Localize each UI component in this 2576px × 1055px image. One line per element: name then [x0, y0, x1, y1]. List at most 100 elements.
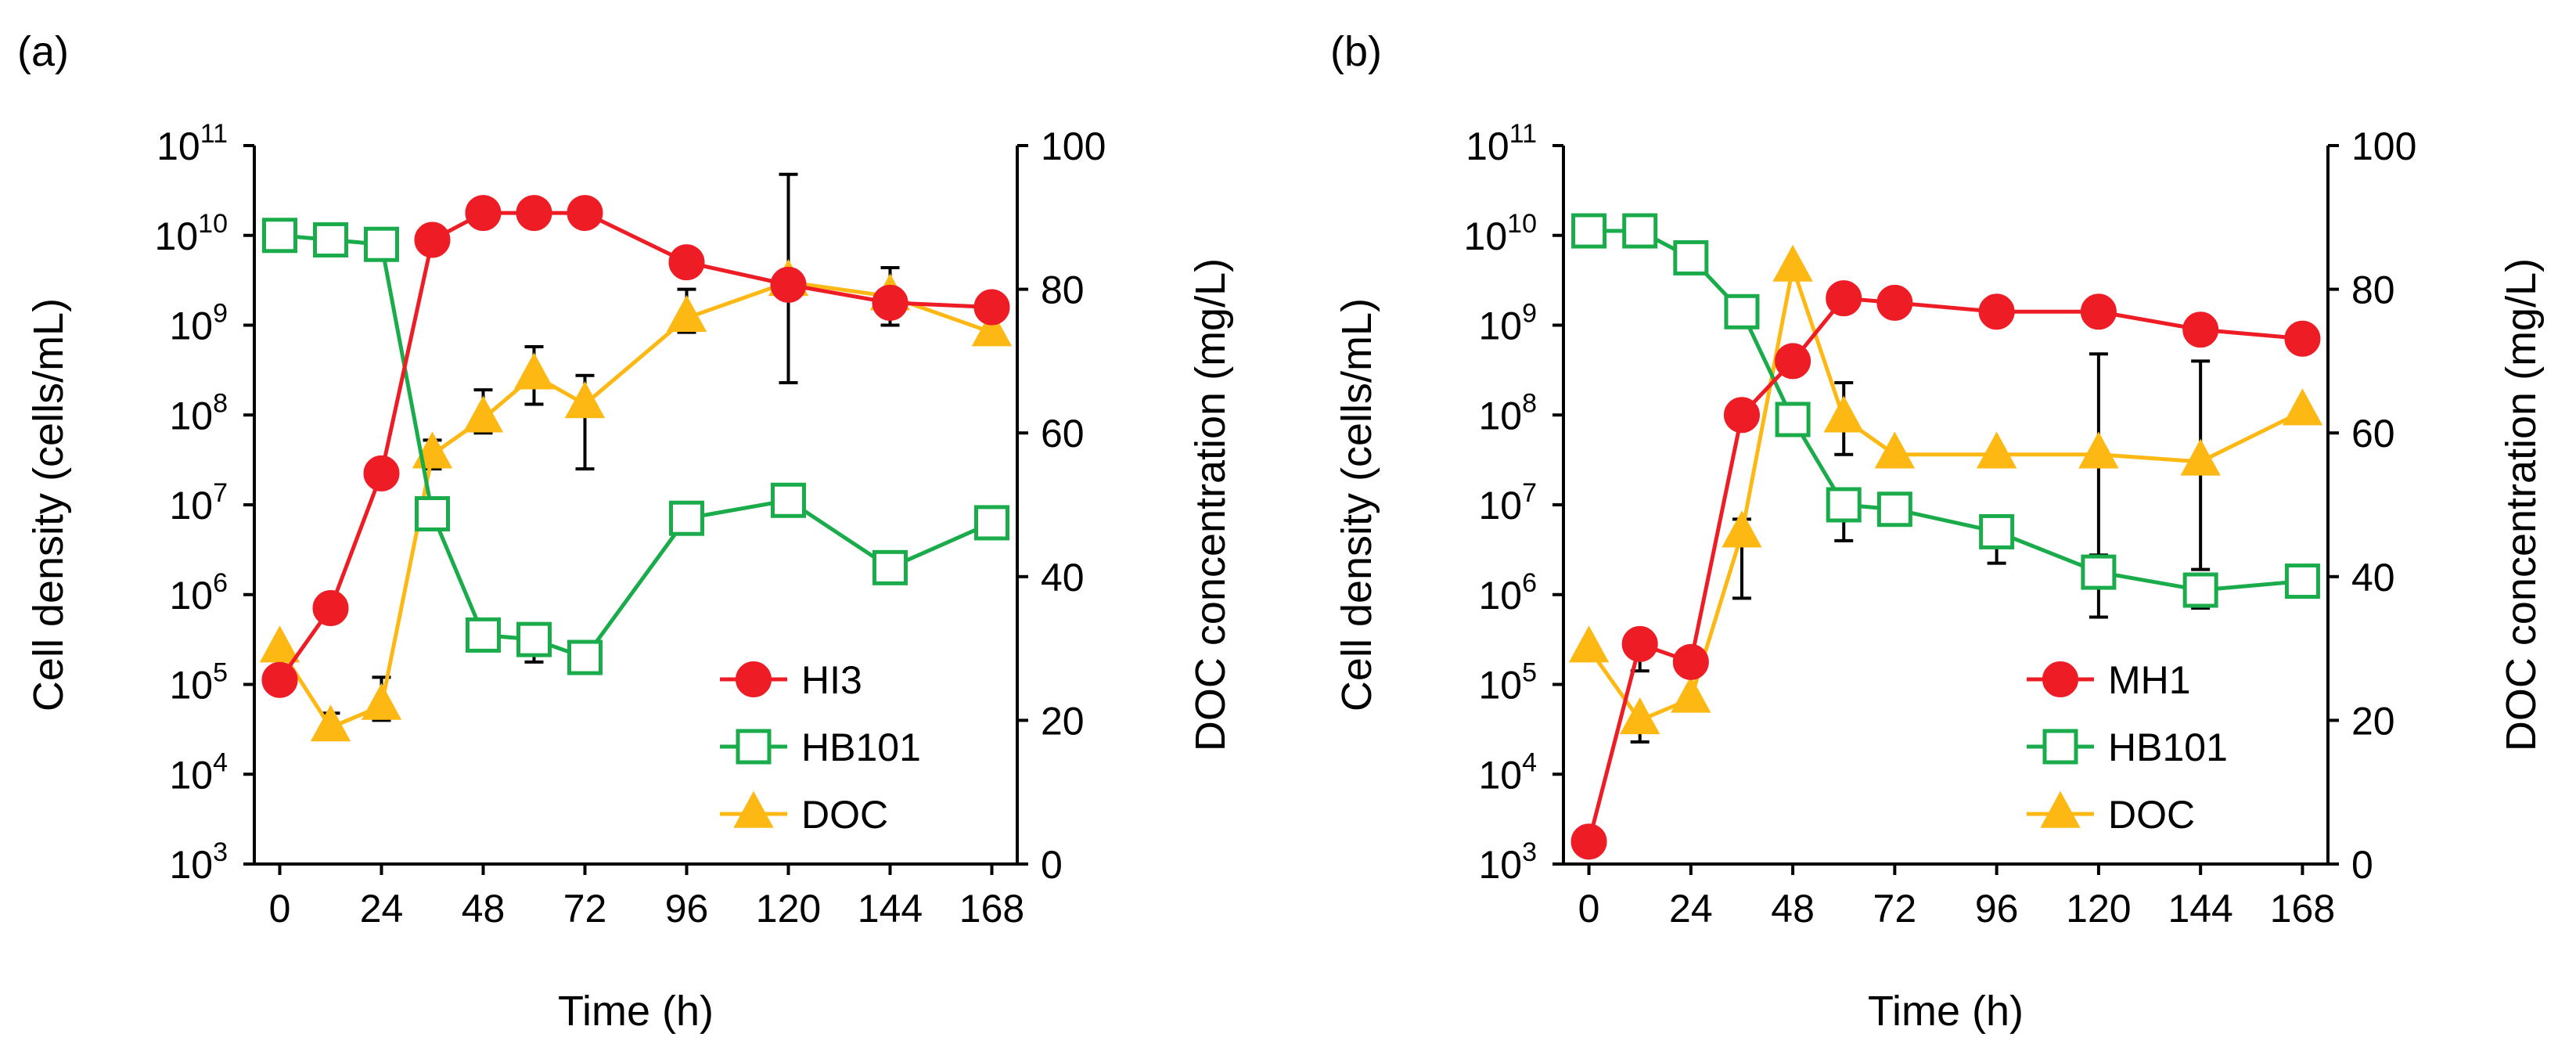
y-left-tick-base: 10 [1478, 304, 1522, 348]
data-point-doc [361, 682, 402, 720]
data-point-hb101 [516, 621, 552, 657]
data-point-mh1 [2284, 320, 2321, 357]
legend-label: DOC [2108, 793, 2195, 837]
y-left-tick-power: 7 [213, 478, 228, 508]
legend-swatch-marker [2042, 661, 2078, 697]
y-left-tick-label: 103 [1478, 837, 1537, 887]
y-right-tick-label: 20 [2351, 699, 2395, 743]
data-point-mh1 [1672, 643, 1709, 680]
y-left-tick-power: 3 [1522, 837, 1537, 867]
y-left-tick-base: 10 [169, 484, 213, 528]
y-left-tick-power: 5 [213, 658, 228, 688]
x-axis-title: Time (h) [558, 988, 714, 1035]
series-mh1 [1570, 280, 2321, 860]
data-point-hb101 [1622, 213, 1658, 249]
data-point-doc [1874, 431, 1916, 469]
data-point-hb101 [669, 500, 704, 536]
y-left-tick-power: 6 [213, 568, 228, 598]
data-point-hb101 [2182, 572, 2218, 608]
x-tick-label: 0 [1578, 887, 1600, 931]
y-left-tick-label: 105 [169, 658, 228, 708]
data-point-hb101 [466, 617, 501, 653]
legend: MH1 HB101 DOC [2027, 658, 2228, 837]
data-point-doc [513, 352, 555, 390]
data-point-doc [1772, 244, 1813, 282]
y-left-tick-base: 10 [157, 124, 200, 168]
y-left-tick-power: 4 [1522, 747, 1537, 777]
data-point-hi3 [465, 195, 502, 232]
x-tick-label: 96 [665, 887, 709, 931]
data-point-doc [259, 625, 300, 663]
data-point-hb101 [1673, 239, 1709, 275]
y-left-tick-label: 109 [169, 299, 228, 348]
data-point-doc [310, 704, 351, 742]
legend-swatch-marker [736, 729, 772, 765]
legend-swatch-marker [2040, 790, 2081, 828]
data-point-hi3 [312, 589, 349, 626]
y-left-tick-label: 109 [1478, 299, 1537, 348]
data-point-doc [1620, 697, 1660, 735]
data-point-mh1 [1775, 343, 1811, 380]
data-point-hb101 [1571, 213, 1607, 249]
y-left-tick-power: 10 [1507, 209, 1537, 239]
data-point-hb101 [872, 549, 908, 585]
data-point-hb101 [1775, 401, 1811, 437]
y-left-tick-power: 5 [1522, 658, 1537, 688]
data-point-mh1 [1570, 823, 1607, 860]
data-point-hb101 [771, 482, 806, 518]
data-point-hb101 [262, 218, 297, 254]
data-point-hb101 [364, 226, 399, 262]
data-point-hb101 [313, 221, 348, 257]
data-point-mh1 [2080, 293, 2117, 330]
series-line [278, 279, 993, 730]
legend-swatch-marker [736, 661, 772, 697]
y-right-tick-label: 80 [2351, 268, 2395, 312]
y-left-tick-label: 1011 [1466, 119, 1537, 168]
x-tick-label: 0 [269, 887, 291, 931]
data-point-hi3 [770, 266, 807, 303]
y-left-tick-label: 107 [169, 478, 228, 528]
y-left-tick-label: 104 [169, 747, 228, 797]
data-point-doc [2282, 388, 2323, 426]
data-point-mh1 [1621, 625, 1658, 662]
y-left-tick-label: 1010 [155, 209, 228, 258]
x-tick-label: 144 [2168, 887, 2232, 931]
x-tick-label: 120 [2066, 887, 2131, 931]
data-point-hi3 [668, 244, 705, 281]
x-tick-label: 72 [1873, 887, 1917, 931]
data-point-doc [1671, 675, 1711, 713]
y-left-tick-base: 10 [155, 214, 199, 258]
y-left-tick-base: 10 [169, 843, 213, 887]
y-left-tick-power: 8 [1522, 388, 1537, 418]
x-tick-label: 120 [756, 887, 821, 931]
data-point-hi3 [516, 195, 552, 232]
data-point-mh1 [1978, 293, 2015, 330]
panel-label: (b) [1330, 28, 1382, 75]
data-point-mh1 [1876, 284, 1913, 321]
data-point-hi3 [567, 195, 603, 232]
x-tick-label: 144 [858, 887, 923, 931]
data-point-hi3 [363, 455, 400, 491]
y-left-axis-title: Cell density (cells/mL) [25, 298, 72, 711]
y-right-tick-label: 0 [1041, 843, 1063, 887]
data-point-doc [2078, 431, 2119, 469]
y-left-tick-label: 106 [169, 568, 228, 618]
y-left-tick-label: 1010 [1464, 209, 1537, 258]
y-right-tick-label: 60 [2351, 412, 2395, 455]
y-right-tick-label: 40 [1041, 556, 1085, 600]
x-tick-label: 48 [1771, 887, 1815, 931]
x-axis-title: Time (h) [1868, 988, 2024, 1035]
series-line [1588, 229, 2303, 592]
data-point-hb101 [2081, 554, 2117, 590]
data-point-doc [462, 395, 504, 433]
y-left-tick-base: 10 [169, 664, 213, 708]
data-point-doc [666, 294, 707, 333]
y-left-tick-base: 10 [1478, 753, 1522, 797]
y-left-tick-label: 104 [1478, 747, 1537, 797]
x-tick-label: 24 [1669, 887, 1713, 931]
y-left-tick-power: 6 [1522, 568, 1537, 598]
data-point-doc [971, 309, 1013, 347]
y-left-tick-base: 10 [1478, 664, 1522, 708]
y-left-tick-power: 7 [1522, 478, 1537, 508]
y-right-tick-label: 100 [2351, 124, 2416, 168]
